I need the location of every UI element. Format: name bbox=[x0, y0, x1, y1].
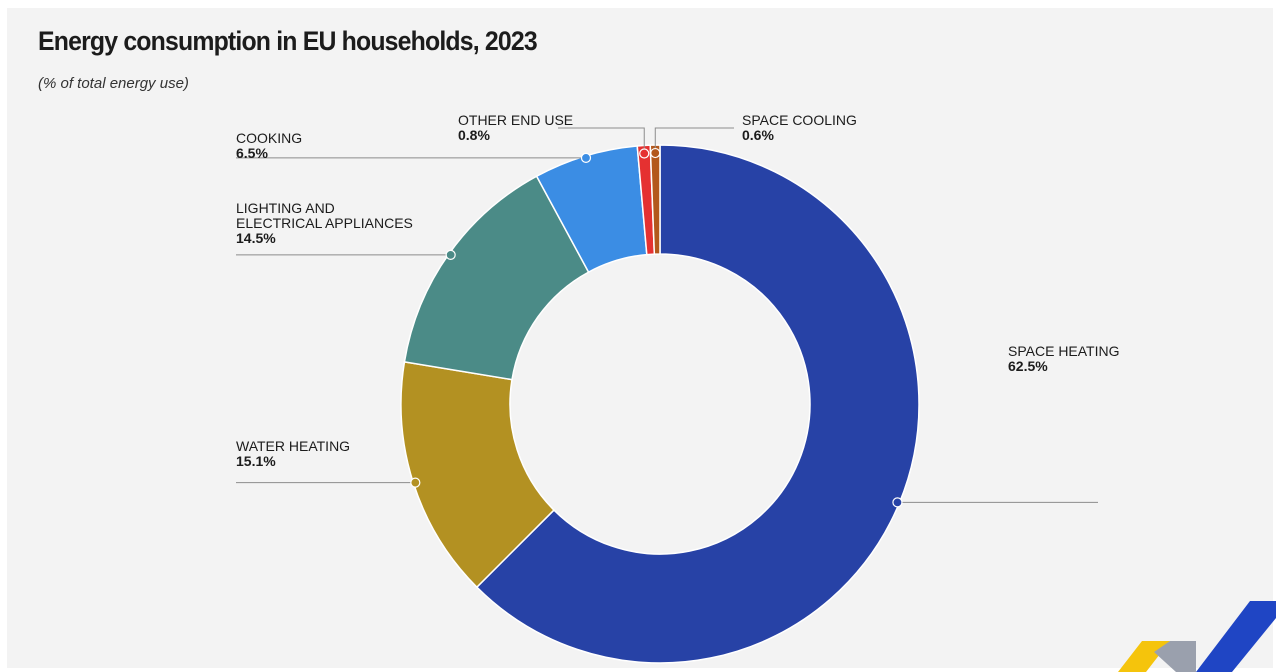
leader-dot-space-cooling bbox=[650, 147, 661, 159]
leader-dot-water-heating bbox=[410, 477, 421, 488]
slice-value-space-cooling: 0.6% bbox=[742, 127, 774, 143]
slice-label-cooking: COOKING bbox=[236, 130, 302, 146]
slice-value-other-end-use: 0.8% bbox=[458, 127, 490, 143]
slice-value-space-heating: 62.5% bbox=[1008, 358, 1048, 374]
slices bbox=[400, 144, 920, 664]
logo bbox=[1118, 601, 1276, 672]
leader-dot-space-heating bbox=[892, 497, 903, 508]
slice-value-water-heating: 15.1% bbox=[236, 453, 276, 469]
logo-yellow-stroke bbox=[1118, 641, 1170, 672]
leader-lines bbox=[236, 127, 1098, 508]
chart-title: Energy consumption in EU households, 202… bbox=[38, 26, 538, 56]
leader-line-other-end-use bbox=[558, 127, 645, 154]
leader-dot-cooking bbox=[580, 152, 592, 163]
slice-label-other-end-use: OTHER END USE bbox=[458, 112, 573, 128]
chart-subtitle: (% of total energy use) bbox=[38, 75, 189, 92]
slice-value-cooking: 6.5% bbox=[236, 145, 268, 161]
slice-label-lighting-appliances: ELECTRICAL APPLIANCES bbox=[236, 215, 413, 231]
leader-dot-lighting-appliances bbox=[445, 249, 456, 261]
slice-label-water-heating: WATER HEATING bbox=[236, 438, 350, 454]
slice-label-space-cooling: SPACE COOLING bbox=[742, 112, 857, 128]
slice-water-heating bbox=[400, 361, 555, 589]
logo-blue-stroke bbox=[1196, 601, 1276, 672]
leader-dot-other-end-use bbox=[639, 148, 650, 159]
slice-space-cooling bbox=[649, 144, 661, 255]
leader-line-space-cooling bbox=[654, 127, 734, 154]
slice-value-lighting-appliances: 14.5% bbox=[236, 230, 276, 246]
slice-label-space-heating: SPACE HEATING bbox=[1008, 343, 1120, 359]
slice-label-lighting-appliances: LIGHTING AND bbox=[236, 200, 335, 216]
logo-grey-stroke bbox=[1154, 641, 1196, 672]
slice-space-heating bbox=[475, 144, 920, 664]
